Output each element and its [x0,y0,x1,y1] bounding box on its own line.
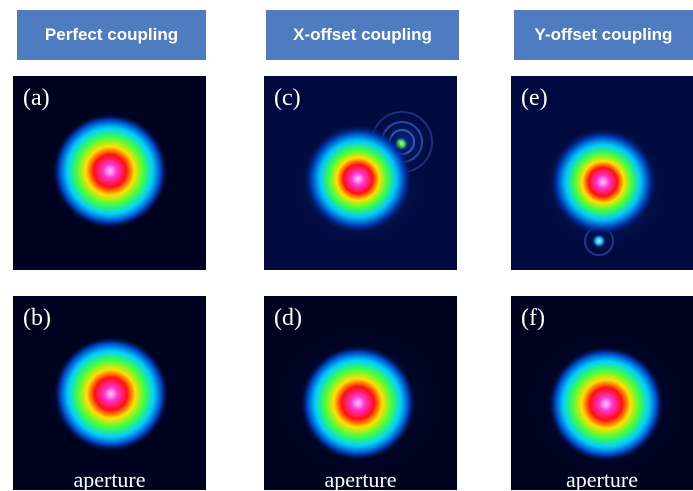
header-perfect-coupling: Perfect coupling [17,10,206,60]
beam-spot-d [270,321,450,481]
header-x-offset-coupling: X-offset coupling [266,10,459,60]
panel-label-e: (e) [521,85,548,111]
beam-spot-c [264,76,457,270]
beam-spot-b [53,336,169,452]
panel-c-beam-profile: (c) [264,76,457,270]
panel-d-beam-profile: (d) aperture [264,296,457,490]
panel-label-f: (f) [521,305,545,331]
panel-label-b: (b) [23,305,51,331]
beam-spot-a [52,113,168,229]
panel-label-a: (a) [23,85,50,111]
panel-b-beam-profile: (b) aperture [13,296,206,490]
panel-e-beam-profile: (e) [511,76,693,270]
panel-a-beam-profile: (a) [13,76,206,270]
aperture-caption-f: aperture [565,467,639,491]
panel-label-c: (c) [274,85,301,111]
beam-spot-f [521,326,691,482]
beam-spot-e [511,76,693,270]
aperture-caption-d: aperture [324,467,397,491]
panel-label-d: (d) [274,305,302,331]
header-y-offset-coupling: Y-offset coupling [514,10,693,60]
aperture-caption-b: aperture [73,467,146,491]
panel-f-beam-profile: (f) aperture [511,296,693,490]
